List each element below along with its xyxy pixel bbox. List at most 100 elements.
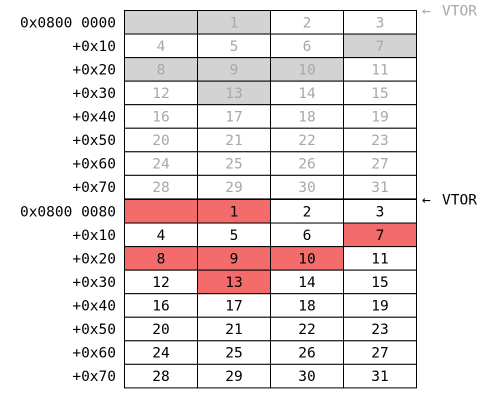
table-row: +0x50 20 21 22 23: [72, 316, 417, 342]
row-address: +0x40: [72, 109, 116, 125]
cell-value: 27: [371, 346, 388, 362]
cell-value: 23: [371, 133, 388, 149]
table-row: +0x30 12 13 14 15: [72, 269, 417, 295]
row-address: +0x50: [72, 133, 116, 149]
cell-value: 3: [376, 15, 385, 31]
cell-value: 24: [152, 157, 170, 173]
cell-value: 4: [157, 39, 166, 55]
row-address: +0x50: [72, 322, 116, 338]
cell-value: 8: [157, 251, 166, 267]
cell-value: 20: [152, 133, 169, 149]
cell-value: 11: [371, 251, 388, 267]
table-row: +0x40 16 17 18 19: [72, 293, 417, 318]
cell-value: 5: [230, 39, 239, 55]
cell-value: 7: [376, 39, 385, 55]
cell-value: 12: [152, 275, 169, 291]
vtor-label: VTOR: [442, 4, 477, 20]
cell-value: 14: [298, 86, 316, 102]
row-address: +0x70: [72, 180, 116, 196]
cell-value: 2: [303, 204, 312, 220]
cell-value: 10: [298, 62, 315, 78]
cell-value: 30: [298, 180, 315, 196]
cell-value: 16: [152, 109, 169, 125]
cell-value: 2: [303, 15, 312, 31]
cell-value: 21: [225, 322, 242, 338]
cell-value: 31: [371, 180, 388, 196]
vector-table-old: 0x0800 0000 1 2 3+0x10 4 5 6 7+0x20 8 9 10 11+0x30 1…: [20, 4, 477, 200]
cell-value: 19: [371, 298, 388, 314]
cell-value: 29: [225, 180, 242, 196]
cell-value: 21: [225, 133, 242, 149]
table-row: +0x70 28 29 30 31: [72, 363, 417, 389]
cell-value: 22: [298, 322, 315, 338]
row-address: 0x0800 0080: [20, 204, 116, 220]
table-row: 0x0800 0080 1 2 3: [20, 199, 417, 224]
cell-value: 28: [152, 180, 169, 196]
cell-value: 29: [225, 369, 242, 385]
cell-value: 17: [225, 109, 242, 125]
row-address: +0x10: [72, 228, 116, 244]
row-address: 0x0800 0000: [20, 15, 116, 31]
cell-value: 6: [303, 228, 312, 244]
cell-value: 13: [225, 86, 242, 102]
cell-value: 27: [371, 157, 388, 173]
cell-value: 20: [152, 322, 169, 338]
table-cell: [343, 174, 417, 200]
table-cell: [343, 363, 417, 389]
cell-value: 25: [225, 346, 242, 362]
row-address: +0x30: [72, 86, 116, 102]
left-arrow-icon: ←: [422, 193, 431, 209]
cell-value: 17: [225, 298, 242, 314]
highlighted-cell: [124, 10, 198, 35]
table-row: +0x60 24 25 26 27: [72, 340, 417, 365]
row-address: +0x20: [72, 251, 116, 267]
row-address: +0x20: [72, 62, 116, 78]
table-row: +0x20 8 9 10 11: [72, 57, 417, 82]
table-row: +0x40 16 17 18 19: [72, 104, 417, 129]
cell-value: 23: [371, 322, 388, 338]
row-address: +0x30: [72, 275, 116, 291]
vtor-label: VTOR: [442, 193, 477, 209]
row-address: +0x60: [72, 157, 116, 173]
row-address: +0x40: [72, 298, 116, 314]
cell-value: 1: [230, 204, 239, 220]
cell-value: 26: [298, 346, 315, 362]
cell-value: 5: [230, 228, 239, 244]
cell-value: 28: [152, 369, 169, 385]
cell-value: 6: [303, 39, 312, 55]
table-row: 0x0800 0000 1 2 3: [20, 10, 417, 35]
row-address: +0x60: [72, 346, 116, 362]
cell-value: 9: [230, 251, 239, 267]
table-row: +0x20 8 9 10 11: [72, 246, 417, 271]
row-address: +0x10: [72, 39, 116, 55]
table-row: +0x70 28 29 30 31: [72, 174, 417, 200]
table-row: +0x60 24 25 26 27: [72, 151, 417, 176]
table-row: +0x30 12 13 14 15: [72, 80, 417, 106]
cell-value: 12: [152, 86, 169, 102]
cell-value: 22: [298, 133, 315, 149]
vector-table-new: 0x0800 0080 1 2 3+0x10 4 5 6 7+0x20 8 9 10 11+0x30 1…: [20, 193, 477, 389]
cell-value: 31: [371, 369, 388, 385]
cell-value: 13: [225, 275, 242, 291]
vtor-marker: ← VTOR: [422, 4, 477, 20]
cell-value: 9: [230, 62, 239, 78]
highlighted-cell: [124, 199, 198, 224]
cell-value: 1: [230, 15, 239, 31]
table-row: +0x10 4 5 6 7: [72, 33, 417, 59]
cell-value: 10: [298, 251, 315, 267]
cell-value: 7: [376, 228, 385, 244]
row-address: +0x70: [72, 369, 116, 385]
cell-value: 3: [376, 204, 385, 220]
cell-value: 15: [371, 275, 388, 291]
table-row: +0x10 4 5 6 7: [72, 222, 417, 248]
left-arrow-icon: ←: [422, 4, 431, 20]
vtor-marker: ← VTOR: [422, 193, 477, 209]
cell-value: 18: [298, 298, 315, 314]
cell-value: 26: [298, 157, 315, 173]
cell-value: 18: [298, 109, 315, 125]
cell-value: 19: [371, 109, 388, 125]
cell-value: 14: [298, 275, 316, 291]
cell-value: 8: [157, 62, 166, 78]
